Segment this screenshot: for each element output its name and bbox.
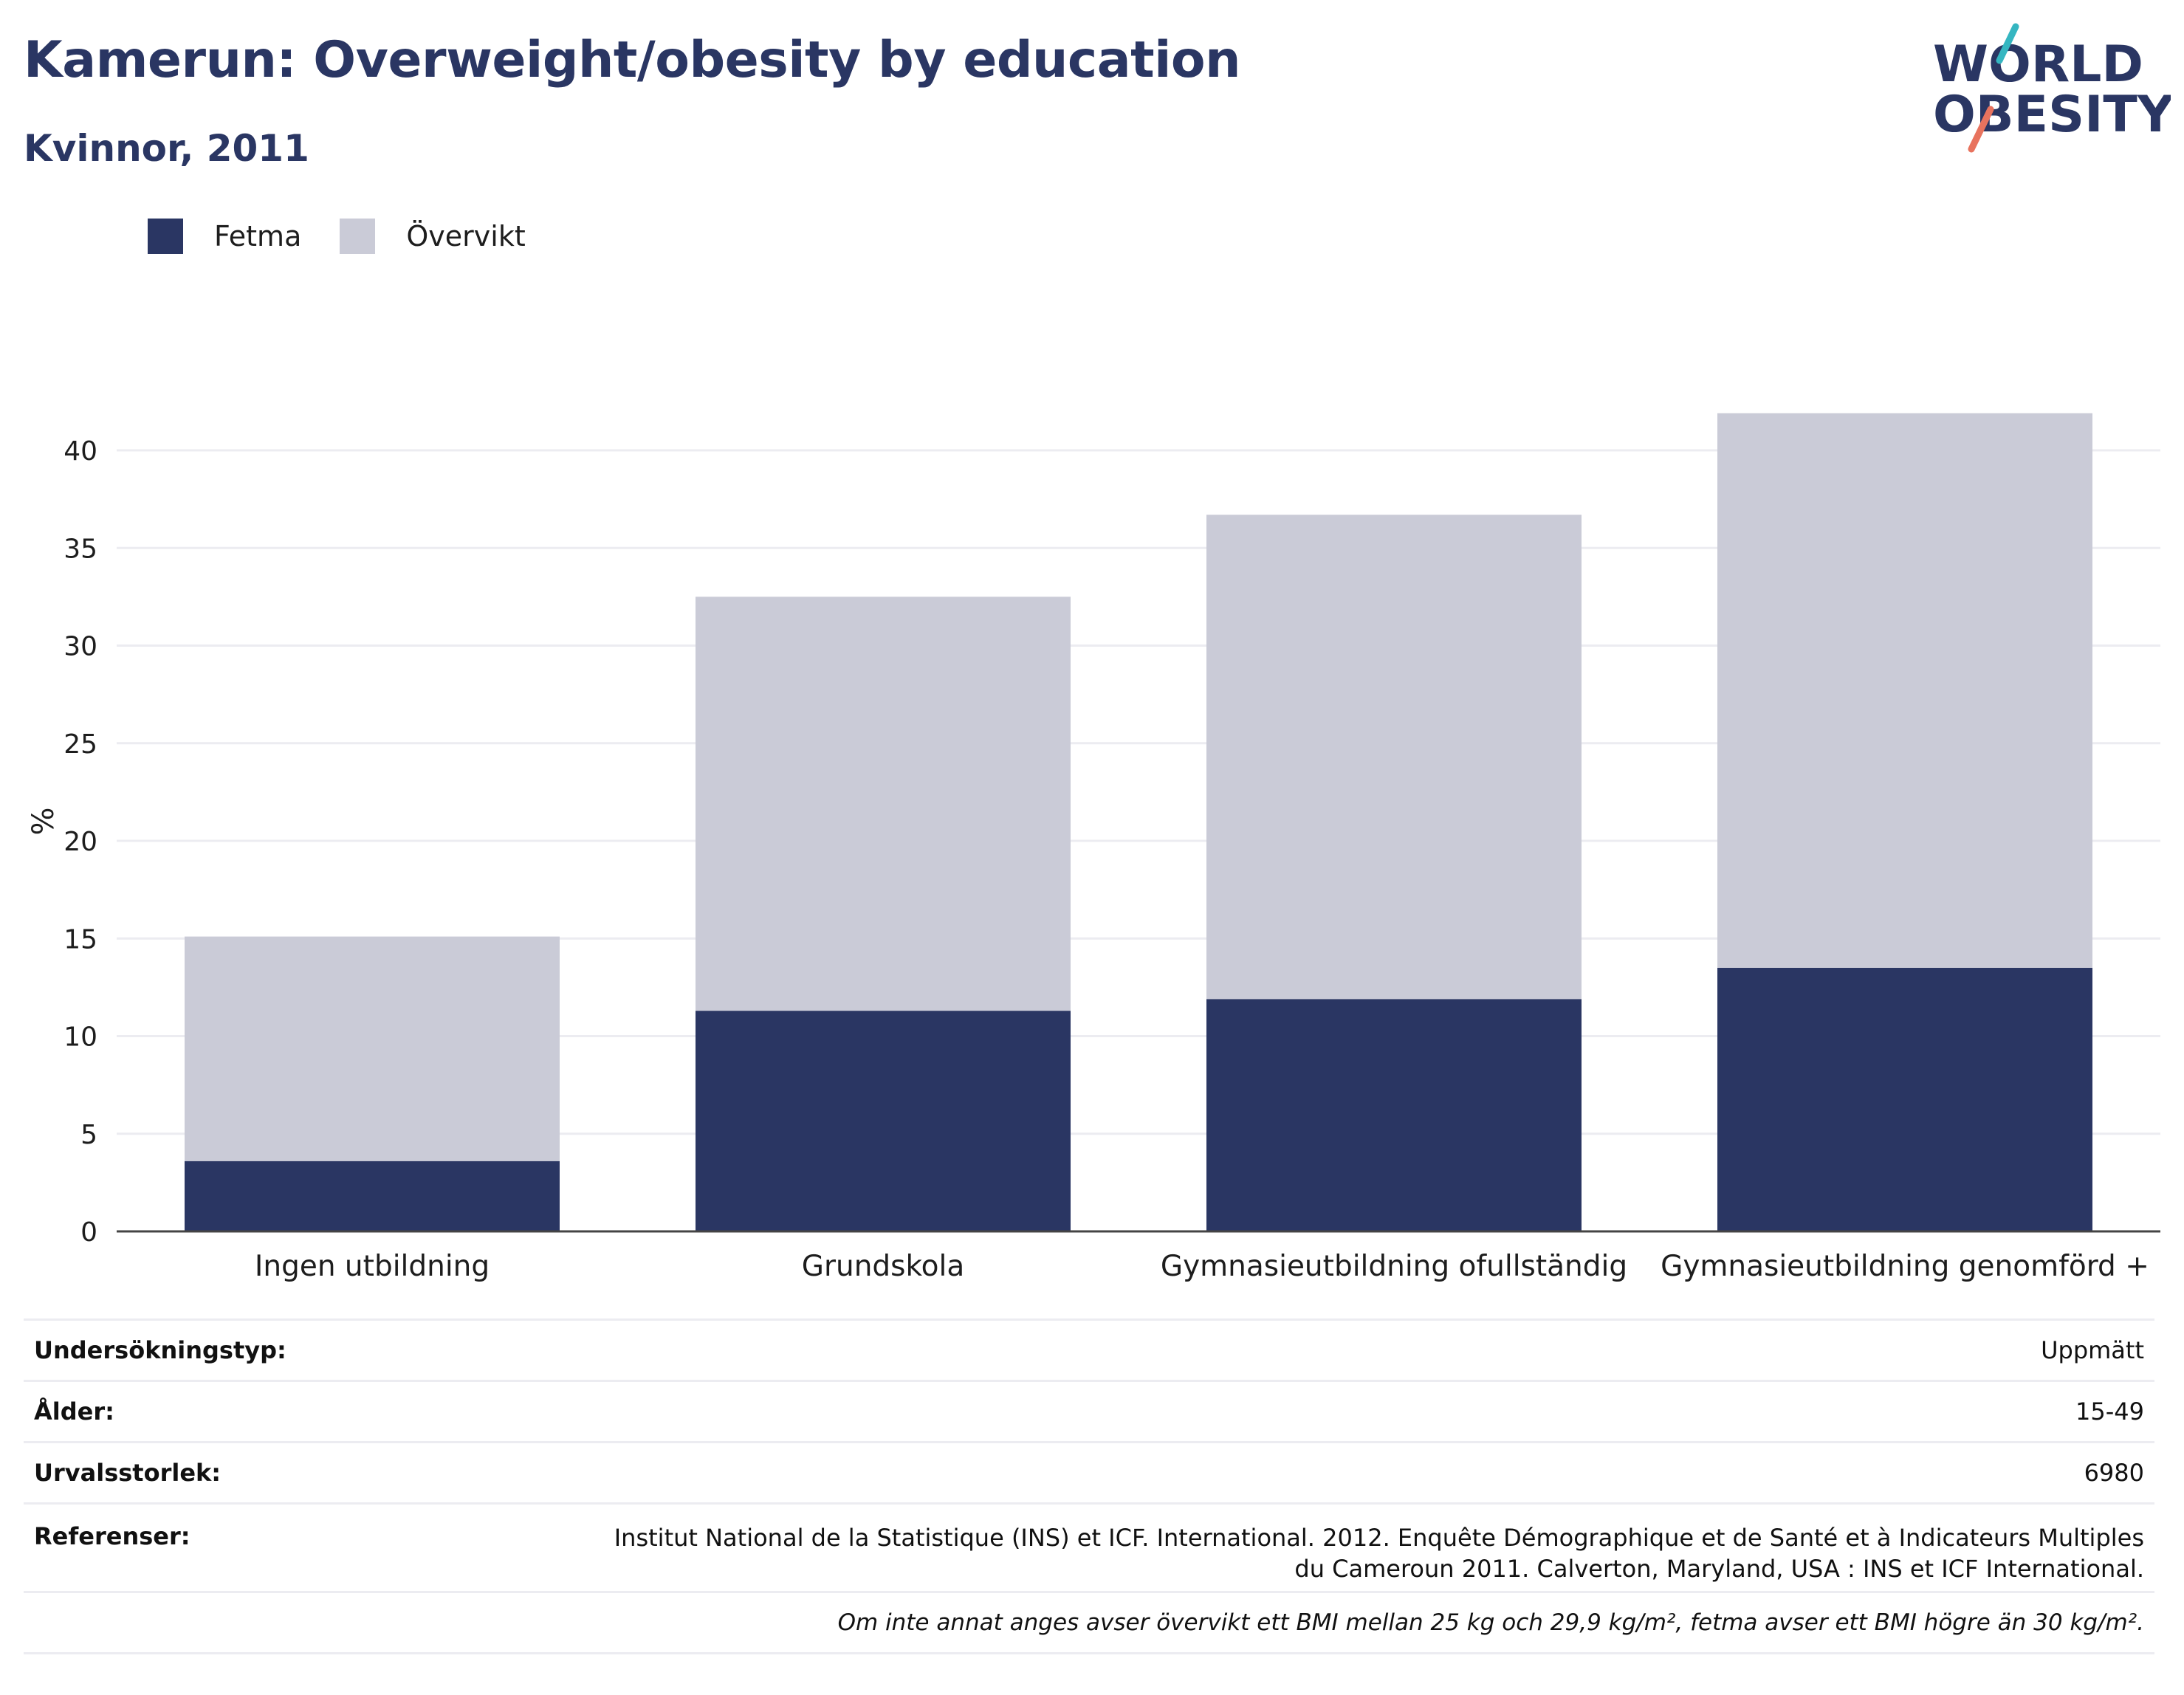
bar-overvikt <box>1206 515 1582 1000</box>
bar-fetma <box>185 1161 560 1231</box>
references-value: Institut National de la Statistique (INS… <box>614 1524 2144 1583</box>
info-row-sample-size: Urvalsstorlek: 6980 <box>24 1441 2154 1502</box>
chart-legend: Fetma Övervikt <box>148 219 564 254</box>
x-tick-label: Ingen utbildning <box>255 1250 490 1283</box>
y-tick-label: 40 <box>63 436 97 467</box>
info-row-note: Om inte annat anges avser övervikt ett B… <box>24 1591 2154 1654</box>
bar-fetma <box>1717 967 2092 1231</box>
age-label: Ålder: <box>34 1397 114 1426</box>
x-tick-label: Gymnasieutbildning genomförd + <box>1661 1250 2149 1283</box>
survey-type-value: Uppmätt <box>2041 1336 2144 1364</box>
legend-label-fetma: Fetma <box>214 220 302 252</box>
bar-fetma <box>696 1011 1071 1231</box>
x-tick-label: Grundskola <box>802 1250 965 1283</box>
legend-item-overvikt[interactable]: Övervikt <box>340 219 526 254</box>
survey-type-label: Undersökningstyp: <box>34 1336 286 1364</box>
bar-overvikt <box>696 596 1071 1011</box>
y-tick-label: 25 <box>63 729 97 760</box>
chart-title: Kamerun: Overweight/obesity by education <box>24 31 1241 89</box>
legend-label-overvikt: Övervikt <box>406 220 526 252</box>
sample-size-value: 6980 <box>2084 1459 2144 1487</box>
legend-item-fetma[interactable]: Fetma <box>148 219 301 254</box>
y-tick-label: 15 <box>63 924 97 955</box>
info-row-references: Referenser: Institut National de la Stat… <box>24 1502 2154 1591</box>
bmi-definition-note: Om inte annat anges avser övervikt ett B… <box>837 1609 2144 1636</box>
legend-swatch-fetma <box>148 219 183 254</box>
stacked-bar-chart: 0 5 10 15 20 25 30 35 40% Ingen utbildning Grundsk… <box>27 413 2160 1283</box>
sample-size-label: Urvalsstorlek: <box>34 1459 222 1487</box>
bar-overvikt <box>1717 413 2092 968</box>
y-tick-label: 10 <box>63 1022 97 1053</box>
bar-overvikt <box>185 936 560 1161</box>
info-row-survey-type: Undersökningstyp: Uppmätt <box>24 1318 2154 1380</box>
info-table: Undersökningstyp: Uppmätt Ålder: 15-49 U… <box>24 1318 2154 1654</box>
logo-line-2: OBESITY <box>1933 86 2171 144</box>
y-tick-label: 35 <box>63 534 97 564</box>
logo-line-1: WORLD <box>1933 35 2143 94</box>
y-tick-label: 0 <box>80 1217 97 1248</box>
y-tick-label: 20 <box>63 827 97 857</box>
y-tick-label: 5 <box>80 1120 97 1150</box>
chart-subtitle: Kvinnor, 2011 <box>24 127 309 170</box>
info-row-age: Ålder: 15-49 <box>24 1380 2154 1441</box>
age-value: 15-49 <box>2075 1397 2144 1426</box>
y-axis-label: % <box>27 808 61 836</box>
x-tick-label: Gymnasieutbildning ofullständig <box>1161 1250 1627 1283</box>
world-obesity-logo: WORLD OBESITY <box>1920 22 2174 155</box>
y-tick-label: 30 <box>63 632 97 662</box>
references-label: Referenser: <box>34 1522 190 1550</box>
legend-swatch-overvikt <box>340 219 376 254</box>
bar-fetma <box>1206 999 1582 1231</box>
